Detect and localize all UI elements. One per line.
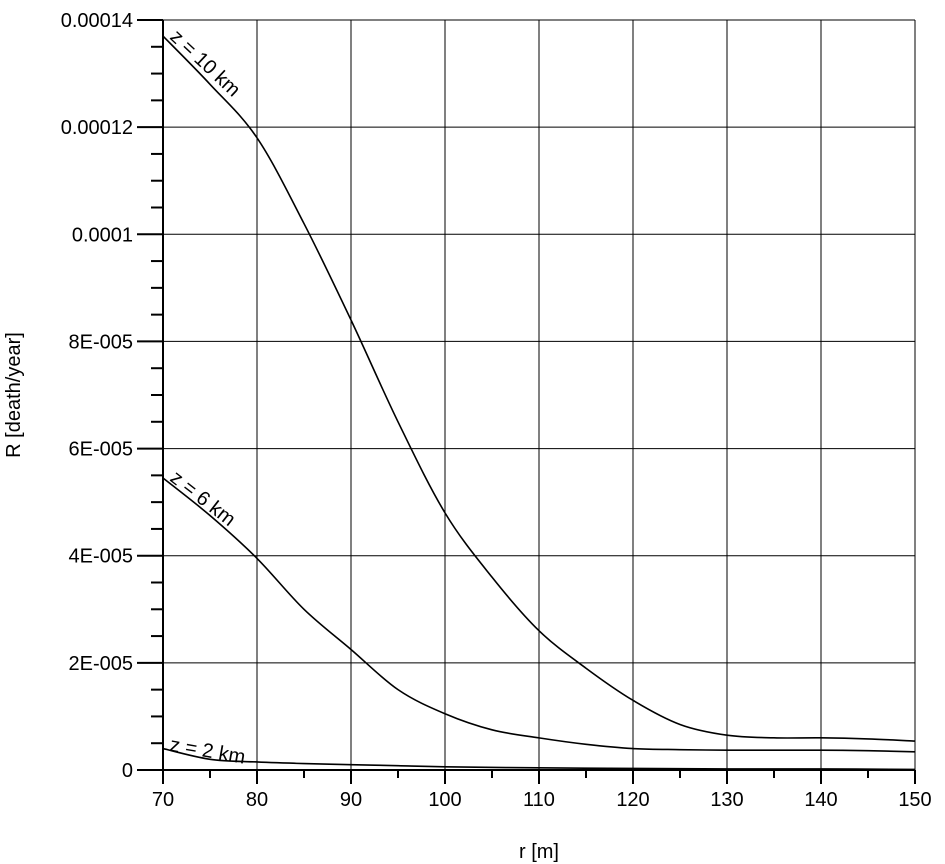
x-tick-label: 110	[523, 789, 555, 811]
y-tick-label: 0.0001	[72, 224, 133, 246]
x-tick-label: 80	[246, 789, 268, 811]
labels-layer: z = 10 km z = 6 km z = 2 km	[166, 26, 247, 769]
series-line-1	[162, 35, 916, 742]
y-tick-label: 6E-005	[69, 439, 134, 461]
x-tick-label: 90	[340, 789, 362, 811]
x-axis-title: r [m]	[519, 841, 559, 863]
x-tick-label: 140	[804, 789, 837, 811]
series-line-3	[162, 747, 916, 771]
series-label-2: z = 6 km	[166, 467, 240, 531]
x-tick-label: 70	[152, 789, 174, 811]
y-tick-label: 0	[122, 760, 133, 782]
y-tick-label: 2E-005	[69, 653, 134, 675]
series-label-3: z = 2 km	[168, 734, 247, 769]
x-tick-label: 150	[898, 789, 931, 811]
x-tick-label: 130	[710, 789, 743, 811]
ticks-layer: 70 80 90 100 110 120 130 140 150 0 2E-005 4E-005 6E-…	[61, 10, 932, 811]
y-tick-label: 4E-005	[69, 546, 134, 568]
grid-layer	[162, 19, 916, 771]
series-label-1: z = 10 km	[166, 26, 245, 102]
y-tick-label: 8E-005	[69, 331, 134, 353]
x-tick-label: 120	[616, 789, 649, 811]
x-tick-label: 100	[428, 789, 461, 811]
y-tick-label: 0.00014	[61, 10, 133, 32]
y-axis-title: R [death/year]	[3, 332, 25, 458]
y-tick-label: 0.00012	[61, 117, 133, 139]
series-layer	[162, 35, 916, 771]
series-line-2	[162, 477, 916, 753]
